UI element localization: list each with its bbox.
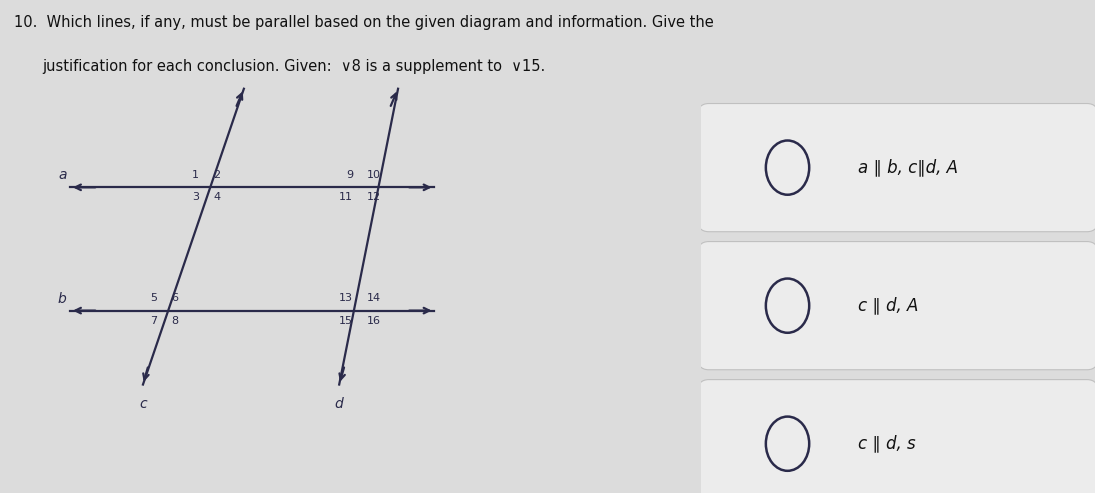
Text: 10: 10 bbox=[367, 170, 381, 180]
FancyBboxPatch shape bbox=[696, 104, 1095, 232]
Text: 6: 6 bbox=[171, 293, 178, 303]
Text: 1: 1 bbox=[192, 170, 199, 180]
Text: 10.  Which lines, if any, must be parallel based on the given diagram and inform: 10. Which lines, if any, must be paralle… bbox=[14, 15, 714, 30]
Text: c ∥ d, s: c ∥ d, s bbox=[858, 435, 917, 453]
Text: 4: 4 bbox=[214, 192, 220, 202]
Text: a: a bbox=[58, 169, 67, 182]
Text: 9: 9 bbox=[346, 170, 354, 180]
Text: 14: 14 bbox=[367, 293, 381, 303]
Text: 13: 13 bbox=[339, 293, 354, 303]
Text: c: c bbox=[139, 397, 147, 411]
Text: b: b bbox=[58, 292, 67, 306]
Text: justification for each conclusion. Given:  ∨8 is a supplement to  ∨15.: justification for each conclusion. Given… bbox=[42, 59, 545, 74]
Text: 11: 11 bbox=[339, 192, 354, 202]
Text: 16: 16 bbox=[367, 316, 381, 325]
FancyBboxPatch shape bbox=[696, 242, 1095, 370]
Text: 7: 7 bbox=[150, 316, 157, 325]
Text: 2: 2 bbox=[214, 170, 220, 180]
FancyBboxPatch shape bbox=[696, 380, 1095, 493]
Text: 8: 8 bbox=[171, 316, 178, 325]
Text: c ∥ d, A: c ∥ d, A bbox=[858, 297, 919, 315]
Text: 3: 3 bbox=[192, 192, 199, 202]
Text: 12: 12 bbox=[367, 192, 381, 202]
Text: d: d bbox=[335, 397, 344, 411]
Text: a ∥ b, c∥d, A: a ∥ b, c∥d, A bbox=[858, 159, 958, 176]
Text: 15: 15 bbox=[339, 316, 354, 325]
Text: 5: 5 bbox=[150, 293, 157, 303]
